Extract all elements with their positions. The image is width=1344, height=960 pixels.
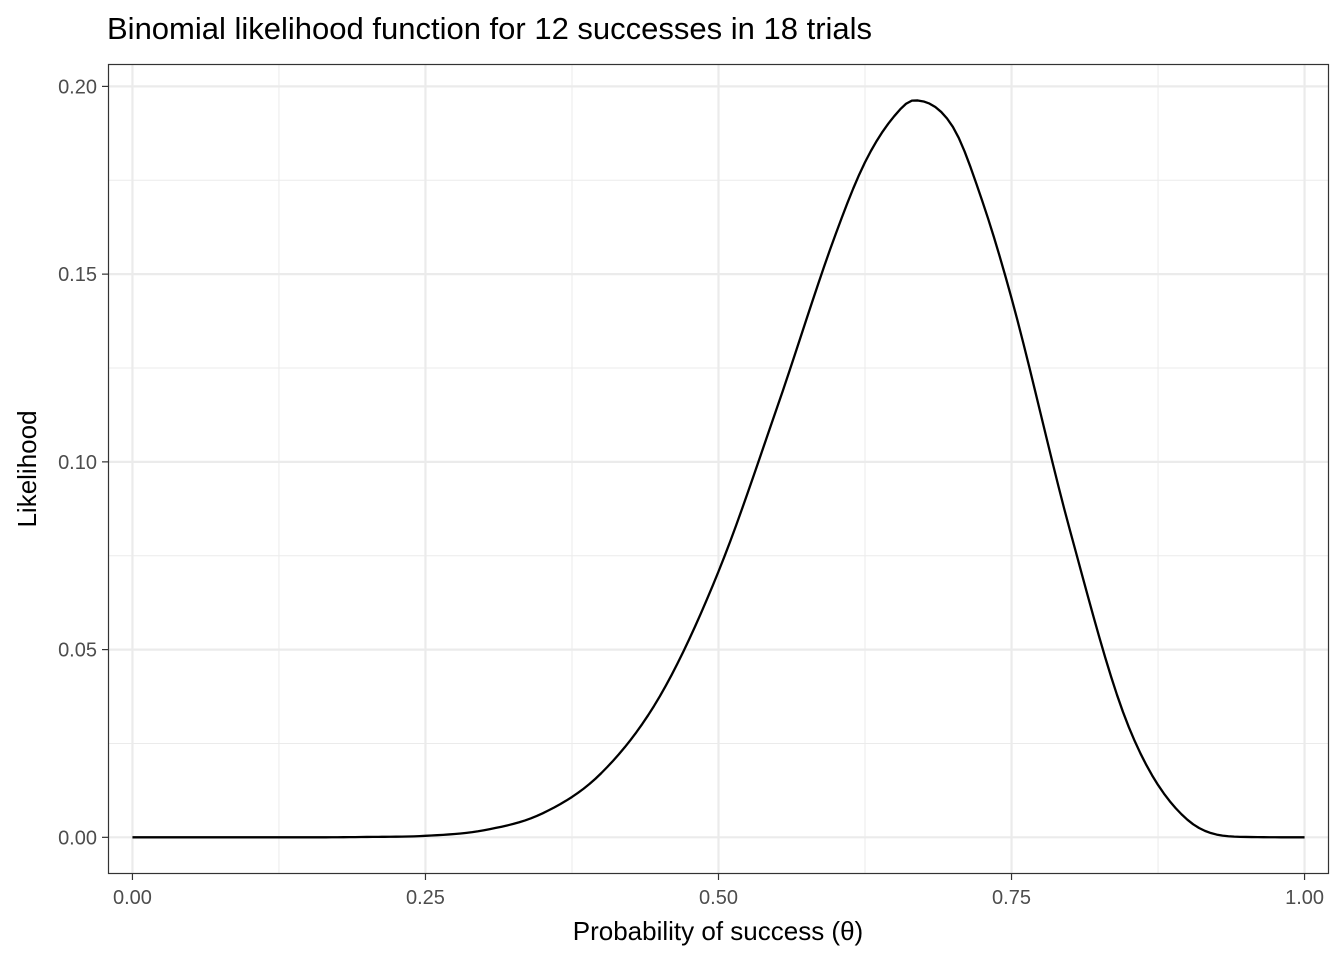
likelihood-curve <box>132 99 1305 839</box>
x-tick-label: 0.25 <box>406 887 445 909</box>
y-tick-label: 0.00 <box>58 827 97 849</box>
chart-title: Binomial likelihood function for 12 succ… <box>107 11 872 46</box>
y-tick-label: 0.10 <box>58 452 97 474</box>
y-axis-title: Likelihood <box>12 410 42 527</box>
y-tick-label: 0.05 <box>58 640 97 662</box>
x-tick-label: 0.75 <box>992 887 1031 909</box>
y-tick-label: 0.15 <box>58 264 97 286</box>
y-axis-ticks: 0.00 0.05 0.10 0.15 0.20 <box>58 76 109 849</box>
x-tick-label: 0.00 <box>113 887 152 909</box>
series-layer <box>132 99 1305 839</box>
x-tick-label: 0.50 <box>699 887 738 909</box>
x-tick-label: 1.00 <box>1285 887 1324 909</box>
x-axis-ticks: 0.00 0.25 0.50 0.75 1.00 <box>113 873 1324 909</box>
x-axis-title: Probability of success (θ) <box>573 916 863 946</box>
y-tick-label: 0.20 <box>58 76 97 98</box>
